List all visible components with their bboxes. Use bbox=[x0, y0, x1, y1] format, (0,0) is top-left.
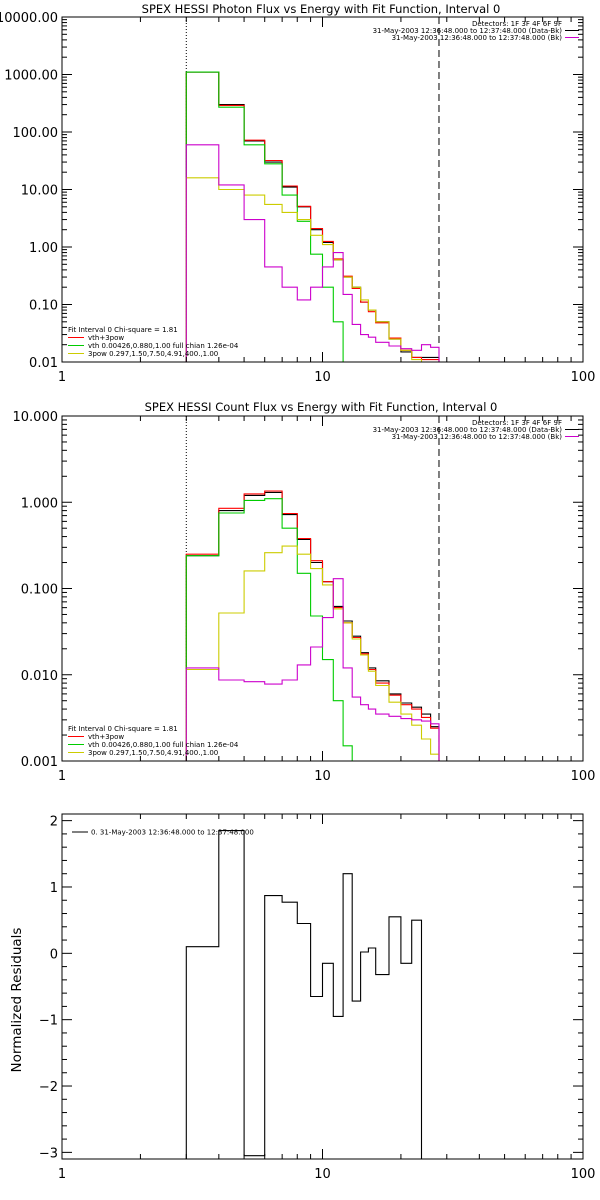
y-tick-label: 1.00 bbox=[29, 241, 58, 256]
fit-legend-line: vth 0.00426,0.880,1.00 full chian 1.26e-… bbox=[88, 342, 239, 350]
count-flux-panel: SPEX HESSI Count Flux vs Energy with Fit… bbox=[13, 400, 596, 784]
y-tick-label: −1 bbox=[39, 1014, 58, 1029]
series-data-bk bbox=[185, 491, 440, 761]
series-bk bbox=[185, 144, 440, 362]
series-group bbox=[185, 830, 440, 1159]
y-tick-label: 0.100 bbox=[21, 583, 58, 598]
x-tick-label: 1 bbox=[58, 769, 66, 784]
y-tick-label: −2 bbox=[39, 1080, 58, 1095]
x-tick-label: 10 bbox=[314, 1167, 331, 1182]
y-tick-label: 1.000 bbox=[21, 496, 58, 511]
y-tick-label: 1 bbox=[50, 881, 58, 896]
axes-frame bbox=[61, 16, 584, 363]
fit-legend: Fit Interval 0 Chi-square = 1.81vth+3pow… bbox=[68, 725, 239, 757]
fit-legend-line: 3pow 0.297,1.50,7.50,4.91,400.,1.00 bbox=[88, 749, 218, 757]
x-tick-label: 10 bbox=[314, 769, 331, 784]
y-tick-label: 10.00 bbox=[21, 184, 58, 199]
fit-legend-line: Fit Interval 0 Chi-square = 1.81 bbox=[68, 725, 178, 733]
fit-legend-line: Fit Interval 0 Chi-square = 1.81 bbox=[68, 326, 178, 334]
x-tick-label: 1 bbox=[58, 1167, 66, 1182]
y-tick-label: 0.10 bbox=[29, 299, 58, 314]
y-tick-label: −3 bbox=[39, 1146, 58, 1161]
series-vth-3pow bbox=[185, 71, 440, 362]
fit-legend-line: vth+3pow bbox=[88, 733, 124, 741]
y-axis: −3 −2 −1 0 1 2 bbox=[39, 815, 583, 1161]
series-vth-3pow bbox=[185, 490, 440, 761]
series-group bbox=[185, 71, 440, 362]
series-vth bbox=[185, 498, 353, 761]
series-bk bbox=[185, 578, 440, 761]
y-axis: 0.01 0.10 1.00 10.00 100.00 1000.00 10000.00 bbox=[0, 11, 583, 371]
info-line: 31-May-2003 12:36:48.000 to 12:37:48.000… bbox=[373, 426, 563, 434]
fit-legend: Fit Interval 0 Chi-square = 1.81vth+3pow… bbox=[68, 326, 239, 358]
x-axis: 1 10 100 bbox=[58, 416, 596, 784]
count-flux-title: SPEX HESSI Count Flux vs Energy with Fit… bbox=[145, 400, 498, 414]
x-axis: 1 10 100 bbox=[58, 17, 596, 385]
x-tick-label: 100 bbox=[571, 1167, 596, 1182]
y-tick-label: 1000.00 bbox=[4, 69, 58, 84]
y-tick-label: 10.000 bbox=[13, 410, 59, 425]
series-3pow bbox=[185, 177, 423, 362]
series-3pow bbox=[185, 545, 440, 761]
x-tick-label: 100 bbox=[571, 769, 596, 784]
series-group bbox=[185, 490, 440, 761]
photon-flux-panel: SPEX HESSI Photon Flux vs Energy with Fi… bbox=[0, 2, 595, 385]
info-line: 31-May-2003 12:36:48.000 to 12:37:48.000… bbox=[392, 34, 563, 42]
x-tick-label: 1 bbox=[58, 370, 66, 385]
series-0-31-may-2003-12-36-48-000-to-12-37-48-000 bbox=[185, 830, 440, 1159]
y-tick-label: 2 bbox=[50, 815, 58, 830]
y-tick-label: 0.001 bbox=[21, 755, 58, 770]
series-data-bk bbox=[185, 71, 440, 362]
info-line: Detectors: 1F 3F 4F 6F 9F bbox=[472, 419, 562, 427]
y-tick-label: 0.010 bbox=[21, 669, 58, 684]
residuals-ylabel: Normalized Residuals bbox=[9, 928, 25, 1073]
residuals-panel: Normalized Residuals 1 10 100 −3 −2 −1 0 1 2 0. 3… bbox=[9, 813, 596, 1182]
residual-legend: 0. 31-May-2003 12:36:48.000 to 12:37:48.… bbox=[72, 829, 254, 837]
info-line: 31-May-2003 12:36:48.000 to 12:37:48.000… bbox=[373, 27, 563, 35]
residual-legend-label: 0. 31-May-2003 12:36:48.000 to 12:37:48.… bbox=[91, 829, 254, 837]
y-tick-label: 0 bbox=[50, 947, 58, 962]
fit-legend-line: vth+3pow bbox=[88, 334, 124, 342]
series-vth bbox=[185, 71, 344, 362]
fit-legend-line: 3pow 0.297,1.50,7.50,4.91,400.,1.00 bbox=[88, 350, 218, 358]
y-tick-label: 0.01 bbox=[29, 356, 58, 371]
y-tick-label: 10000.00 bbox=[0, 11, 58, 26]
x-tick-label: 10 bbox=[314, 370, 331, 385]
x-axis: 1 10 100 bbox=[58, 814, 596, 1182]
y-tick-label: 100.00 bbox=[13, 126, 59, 141]
y-axis: 0.001 0.010 0.100 1.000 10.000 bbox=[13, 410, 583, 770]
info-line: Detectors: 1F 3F 4F 6F 9F bbox=[472, 20, 562, 28]
fit-legend-line: vth 0.00426,0.880,1.00 full chian 1.26e-… bbox=[88, 741, 239, 749]
axes-frame bbox=[61, 415, 584, 762]
photon-flux-title: SPEX HESSI Photon Flux vs Energy with Fi… bbox=[142, 2, 501, 16]
info-line: 31-May-2003 12:36:48.000 to 12:37:48.000… bbox=[392, 433, 563, 441]
x-tick-label: 100 bbox=[571, 370, 596, 385]
